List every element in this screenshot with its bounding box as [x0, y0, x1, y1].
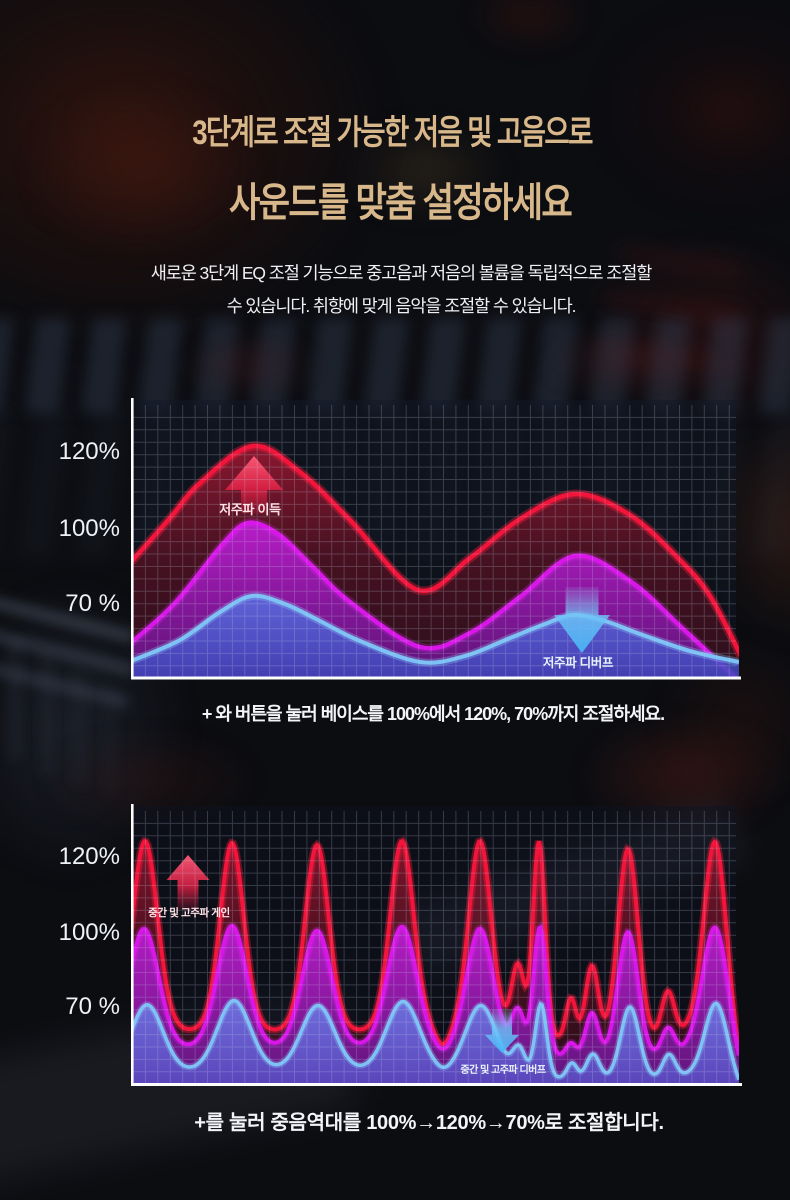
svg-text:저주파 이득: 저주파 이득: [219, 502, 281, 517]
svg-text:저주파 디버프: 저주파 디버프: [543, 655, 614, 670]
svg-text:중간 및 고주파 게인: 중간 및 고주파 게인: [148, 906, 230, 919]
svg-text:중간 및 고주파 디버프: 중간 및 고주파 디버프: [460, 1063, 545, 1076]
